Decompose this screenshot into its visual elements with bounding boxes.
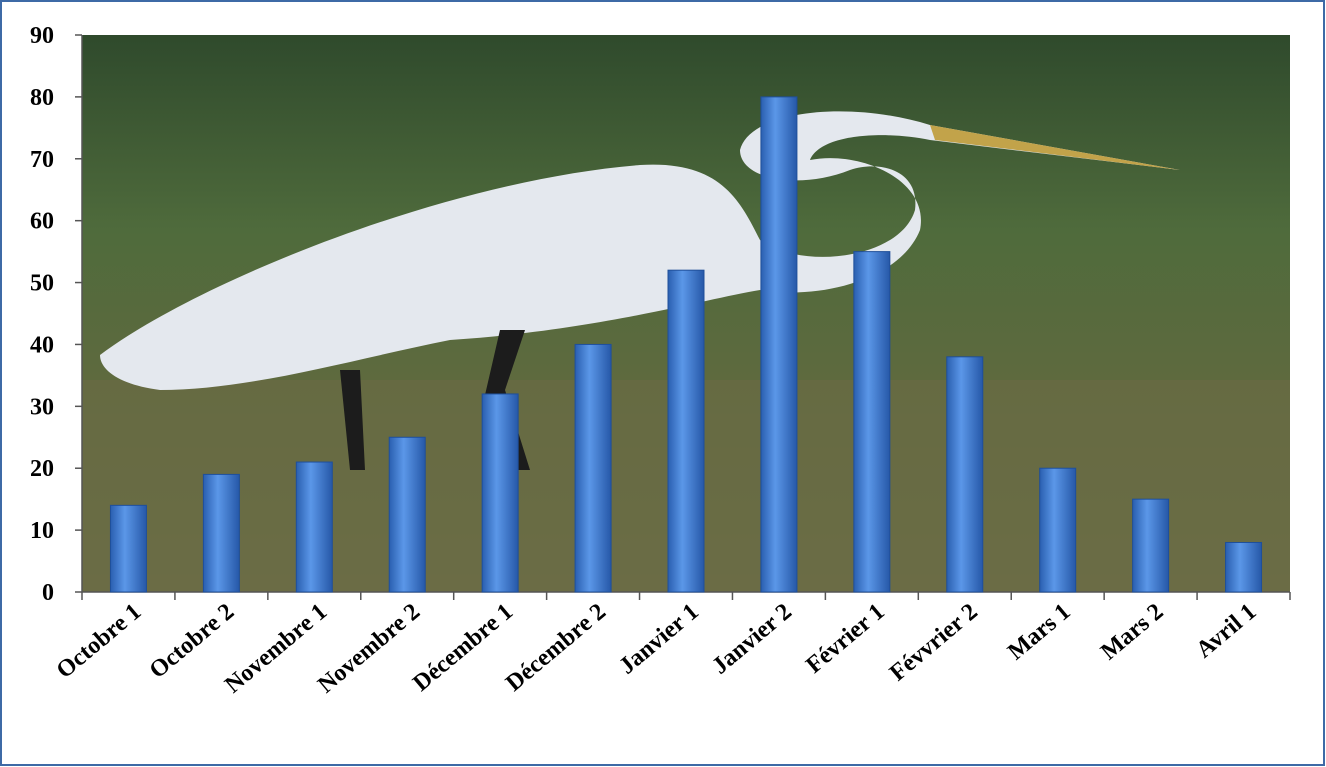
bar [667,269,705,593]
bar [481,393,519,593]
y-tick-label: 90 [30,23,54,49]
bar [1132,498,1170,593]
y-tick-label: 20 [30,456,54,482]
y-tick-label: 10 [30,518,54,544]
y-tick-label: 50 [30,271,54,297]
bar [574,343,612,593]
y-tick-label: 0 [42,580,54,606]
bar [946,356,984,593]
bar [295,461,333,593]
bar [853,251,891,593]
bar [1039,467,1077,593]
bar [388,436,426,593]
y-tick-label: 60 [30,209,54,235]
y-tick-label: 40 [30,332,54,358]
y-tick-label: 30 [30,394,54,420]
bar [202,473,240,593]
y-tick-label: 70 [30,147,54,173]
bar [109,504,147,593]
bar [760,96,798,593]
y-tick-label: 80 [30,85,54,111]
bar [1225,541,1263,593]
